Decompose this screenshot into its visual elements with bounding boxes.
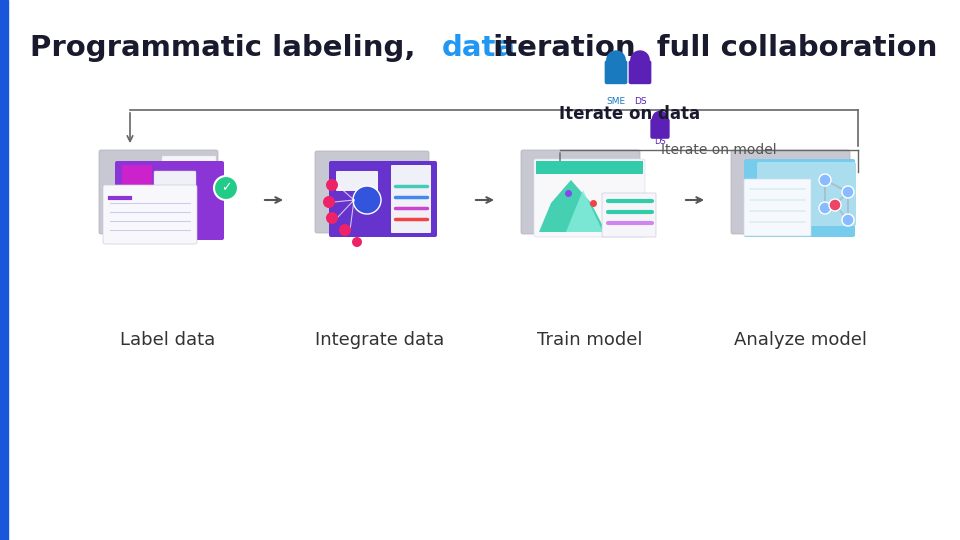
Text: Analyze model: Analyze model [733, 331, 867, 349]
Circle shape [353, 186, 381, 214]
Text: Iterate on data: Iterate on data [560, 105, 701, 123]
FancyBboxPatch shape [731, 150, 850, 234]
Text: SME: SME [607, 97, 626, 106]
FancyBboxPatch shape [122, 165, 152, 236]
Text: data: data [442, 34, 516, 62]
Circle shape [819, 202, 831, 214]
FancyBboxPatch shape [329, 161, 437, 237]
FancyBboxPatch shape [629, 60, 651, 84]
Text: Programmatic labeling,: Programmatic labeling, [30, 34, 425, 62]
FancyBboxPatch shape [534, 159, 645, 237]
FancyBboxPatch shape [605, 60, 627, 84]
Circle shape [652, 111, 668, 127]
Circle shape [352, 237, 362, 247]
Circle shape [630, 50, 650, 70]
FancyBboxPatch shape [315, 151, 429, 233]
FancyBboxPatch shape [602, 193, 656, 237]
FancyBboxPatch shape [757, 162, 856, 226]
FancyBboxPatch shape [744, 159, 855, 237]
Text: Integrate data: Integrate data [316, 331, 444, 349]
FancyBboxPatch shape [336, 171, 378, 191]
Circle shape [323, 196, 335, 208]
FancyBboxPatch shape [536, 161, 643, 174]
Text: Iterate on model: Iterate on model [661, 143, 777, 157]
FancyBboxPatch shape [162, 156, 216, 228]
Circle shape [819, 174, 831, 186]
Circle shape [339, 224, 351, 236]
Circle shape [842, 214, 854, 226]
FancyBboxPatch shape [521, 150, 640, 234]
FancyBboxPatch shape [650, 119, 670, 139]
Text: DS: DS [654, 137, 666, 146]
FancyBboxPatch shape [115, 161, 224, 240]
Circle shape [326, 179, 338, 191]
Text: Label data: Label data [120, 331, 216, 349]
Text: Train model: Train model [538, 331, 643, 349]
Circle shape [214, 176, 238, 200]
Circle shape [326, 212, 338, 224]
FancyBboxPatch shape [154, 171, 196, 231]
Circle shape [842, 186, 854, 198]
Bar [0, 0, 8, 540]
FancyBboxPatch shape [99, 150, 218, 234]
Circle shape [606, 50, 626, 70]
Text: iteration, full collaboration: iteration, full collaboration [483, 34, 937, 62]
FancyBboxPatch shape [391, 165, 431, 233]
Text: DS: DS [634, 97, 646, 106]
Polygon shape [539, 180, 606, 232]
Text: ✓: ✓ [221, 181, 231, 194]
Polygon shape [566, 190, 603, 232]
FancyBboxPatch shape [103, 185, 197, 244]
FancyBboxPatch shape [744, 179, 811, 236]
Circle shape [829, 199, 841, 211]
